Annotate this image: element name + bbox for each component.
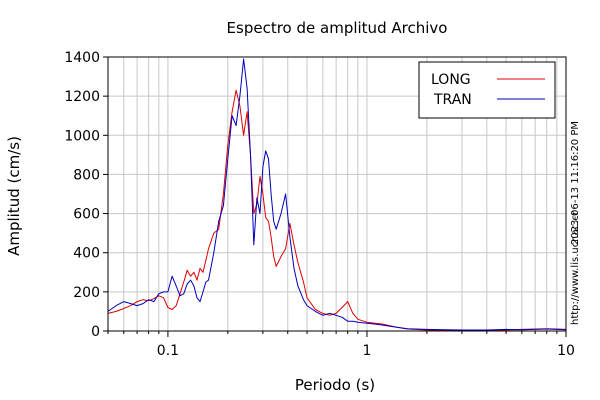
y-tick-label: 600 <box>73 207 100 223</box>
x-axis-title: Periodo (s) <box>295 376 375 394</box>
x-tick-label: 10 <box>557 343 575 359</box>
legend: LONG TRAN <box>418 61 556 119</box>
legend-label-long: LONG <box>431 72 471 88</box>
y-tick-label: 400 <box>73 246 100 262</box>
y-tick-label: 0 <box>91 324 100 340</box>
y-tick-label: 1200 <box>64 89 100 105</box>
timestamp-label: 2023-06-13 11:16:20 PM <box>570 121 581 245</box>
ticks: 0 200 400 600 800 1000 1200 1400 0.1 1 10 <box>64 50 575 359</box>
y-tick-label: 1000 <box>64 128 100 144</box>
source-url-label: http://www.lis.ucr.ac.cr <box>570 210 581 325</box>
grid <box>107 56 566 332</box>
y-tick-label: 1400 <box>64 50 100 66</box>
series-line-tran <box>107 58 567 331</box>
legend-label-tran: TRAN <box>433 92 472 108</box>
chart-title: Espectro de amplitud Archivo <box>227 19 448 37</box>
y-tick-label: 800 <box>73 167 100 183</box>
plot-frame <box>107 56 567 332</box>
series-layer <box>107 58 567 331</box>
y-tick-label: 200 <box>73 285 100 301</box>
x-tick-label: 0.1 <box>157 343 179 359</box>
x-tick-label: 1 <box>362 343 371 359</box>
legend-box <box>418 61 556 119</box>
y-axis-title: Amplitud (cm/s) <box>5 136 23 256</box>
